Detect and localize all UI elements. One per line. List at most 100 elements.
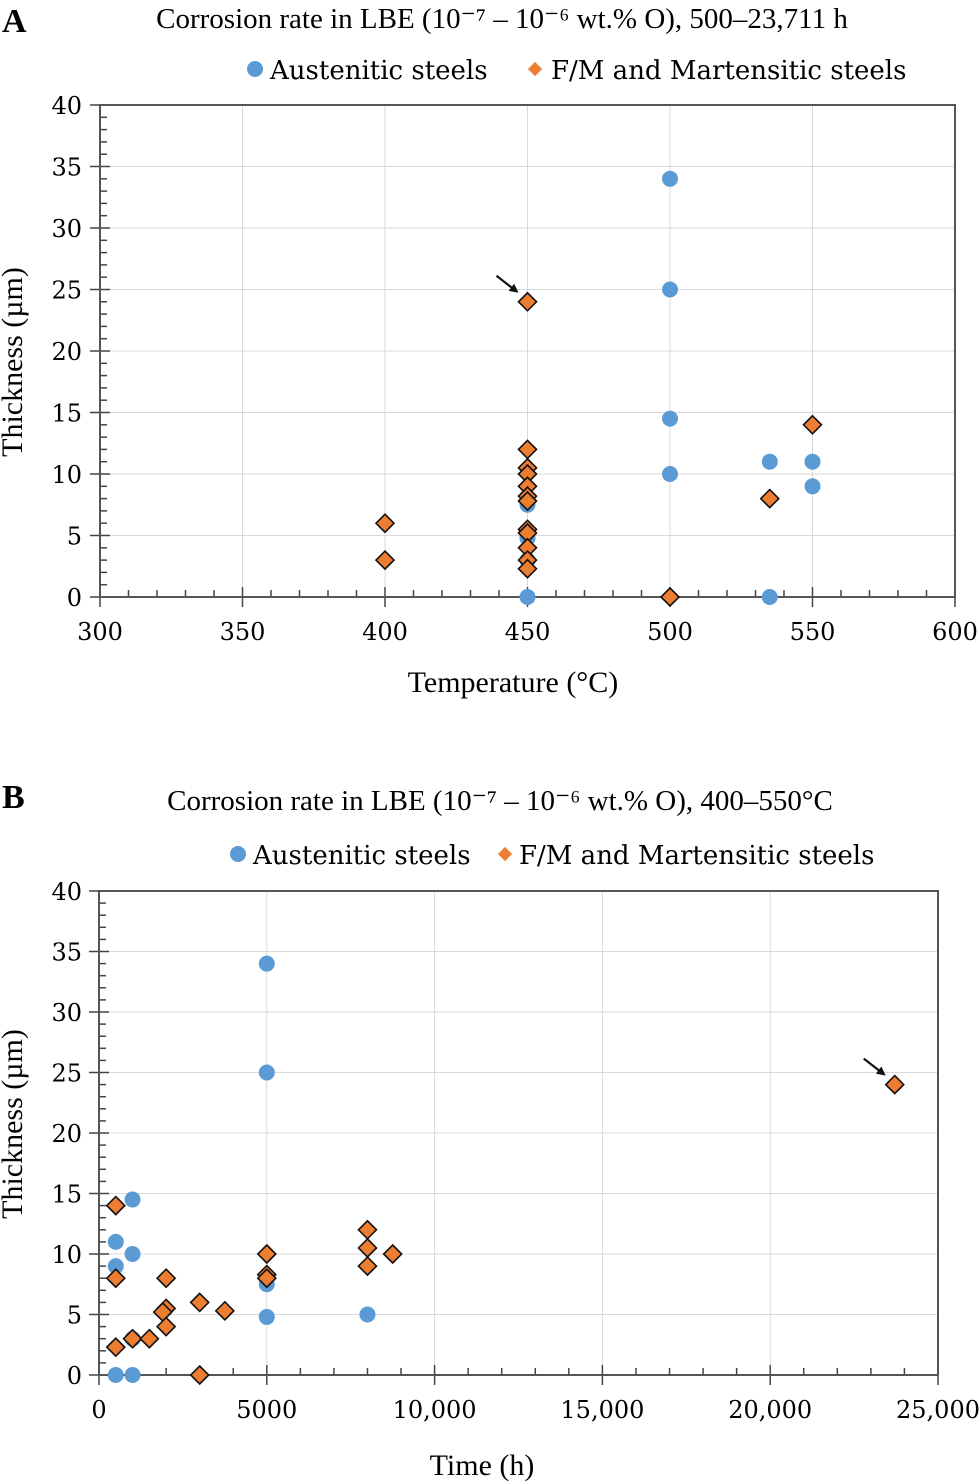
data-point-austenitic <box>761 589 778 605</box>
x-axis-label-a: Temperature (°C) <box>408 666 619 699</box>
y-tick-label: 20 <box>51 1120 82 1148</box>
data-point-fm <box>357 1219 378 1240</box>
y-tick-label: 40 <box>51 92 82 120</box>
data-point-fm <box>189 1364 210 1386</box>
data-point-fm <box>256 1243 277 1265</box>
x-tick-label: 350 <box>220 618 266 646</box>
legend-marker-austenitic <box>230 846 246 862</box>
y-tick-label: 35 <box>51 939 82 967</box>
data-point-fm <box>802 414 823 435</box>
y-tick-label: 20 <box>51 338 82 366</box>
grid-b <box>99 891 938 1375</box>
x-tick-label: 550 <box>790 618 836 646</box>
chart-title-b: Corrosion rate in LBE (10⁻⁷ – 10⁻⁶ wt.% … <box>167 785 833 817</box>
y-tick-label: 5 <box>67 1302 82 1330</box>
y-tick-label: 15 <box>51 1181 82 1209</box>
panel-letter-b: B <box>2 779 25 816</box>
data-point-fm <box>517 439 538 460</box>
y-tick-label: 5 <box>67 523 82 551</box>
data-point-fm <box>105 1195 126 1216</box>
data-points-b <box>105 955 905 1386</box>
y-tick-labels-b: 0 5 10 15 20 25 30 35 40 <box>51 878 82 1390</box>
y-tick-label: 10 <box>51 1241 82 1269</box>
data-point-austenitic <box>804 453 821 470</box>
x-tick-labels-a: 300 350 400 450 500 550 600 <box>77 618 978 646</box>
data-point-fm <box>374 549 396 571</box>
data-point-austenitic <box>124 1191 141 1208</box>
data-point-fm <box>659 586 681 608</box>
chart-title-a: Corrosion rate in LBE (10⁻⁷ – 10⁻⁶ wt.% … <box>156 3 848 35</box>
legend-marker-fm <box>527 61 543 77</box>
y-tick-label: 25 <box>51 277 82 305</box>
data-point-austenitic <box>107 1233 124 1250</box>
x-tick-label: 10,000 <box>393 1396 477 1424</box>
data-point-fm <box>256 1268 277 1289</box>
data-point-fm <box>374 513 396 534</box>
x-tick-label: 0 <box>91 1396 106 1424</box>
legend-label-fm: F/M and Martensitic steels <box>551 56 906 86</box>
y-tick-label: 35 <box>51 154 82 182</box>
x-tick-label: 15,000 <box>560 1396 644 1424</box>
data-point-fm <box>189 1292 210 1313</box>
x-tick-label: 500 <box>647 618 693 646</box>
data-point-fm <box>155 1268 177 1289</box>
panel-letter-a: A <box>2 3 27 40</box>
data-point-fm <box>517 490 538 512</box>
data-point-austenitic <box>662 466 678 482</box>
legend-a: Austenitic steels F/M and Martensitic st… <box>247 56 906 86</box>
series-fm-martensitic <box>105 1074 905 1386</box>
data-point-austenitic <box>124 1246 141 1262</box>
y-tick-label: 25 <box>51 1060 82 1088</box>
data-point-fm <box>105 1337 126 1358</box>
data-point-austenitic <box>662 410 678 427</box>
data-point-fm <box>517 291 538 312</box>
x-tick-label: 25,000 <box>896 1396 980 1424</box>
legend-label-austenitic: Austenitic steels <box>269 56 488 86</box>
y-tick-label: 40 <box>51 878 82 906</box>
panel-a: A Corrosion rate in LBE (10⁻⁷ – 10⁻⁶ wt.… <box>0 3 978 699</box>
y-axis-label-b: Thickness (µm) <box>0 1029 29 1219</box>
y-tick-label: 30 <box>51 999 82 1027</box>
y-tick-label: 10 <box>51 461 82 489</box>
data-point-fm <box>357 1255 378 1277</box>
x-axis-label-b: Time (h) <box>430 1449 535 1482</box>
x-tick-label: 20,000 <box>728 1396 812 1424</box>
x-tick-label: 600 <box>932 618 978 646</box>
legend-marker-austenitic <box>247 61 263 77</box>
y-axis-label-a: Thickness (µm) <box>0 267 29 457</box>
panel-b: B Corrosion rate in LBE (10⁻⁷ – 10⁻⁶ wt.… <box>0 779 980 1482</box>
data-point-austenitic <box>662 281 678 298</box>
data-point-austenitic <box>662 170 678 187</box>
data-point-fm <box>105 1268 126 1289</box>
data-point-fm <box>382 1243 403 1265</box>
annotation-arrow-a <box>495 274 519 293</box>
data-point-austenitic <box>258 1308 275 1325</box>
y-tick-label: 0 <box>67 584 82 612</box>
data-point-austenitic <box>519 589 536 605</box>
data-point-austenitic <box>258 1064 275 1081</box>
arrow-head-icon <box>875 1066 886 1076</box>
data-point-austenitic <box>124 1367 141 1383</box>
x-tick-labels-b: 0 5000 10,000 15,000 20,000 25,000 <box>91 1396 980 1424</box>
annotation-arrow-b <box>863 1057 886 1076</box>
series-fm-martensitic <box>374 291 823 608</box>
legend-marker-fm <box>497 846 513 862</box>
data-point-fm <box>122 1328 143 1349</box>
y-tick-label: 15 <box>51 400 82 428</box>
series-austenitic <box>107 955 376 1383</box>
plot-frame-b <box>98 890 939 1376</box>
data-point-fm <box>517 558 538 579</box>
data-points-a <box>374 170 823 608</box>
data-point-fm <box>155 1316 177 1337</box>
data-point-fm <box>759 488 780 509</box>
arrow-head-icon <box>508 283 519 293</box>
data-point-fm <box>139 1328 160 1349</box>
x-tick-label: 5000 <box>236 1396 297 1424</box>
x-tick-label: 450 <box>505 618 551 646</box>
data-point-austenitic <box>359 1306 376 1323</box>
x-tick-label: 300 <box>77 618 123 646</box>
data-point-austenitic <box>258 955 275 972</box>
data-point-austenitic <box>107 1367 124 1383</box>
x-tick-label: 400 <box>362 618 408 646</box>
y-tick-label: 0 <box>67 1362 82 1390</box>
